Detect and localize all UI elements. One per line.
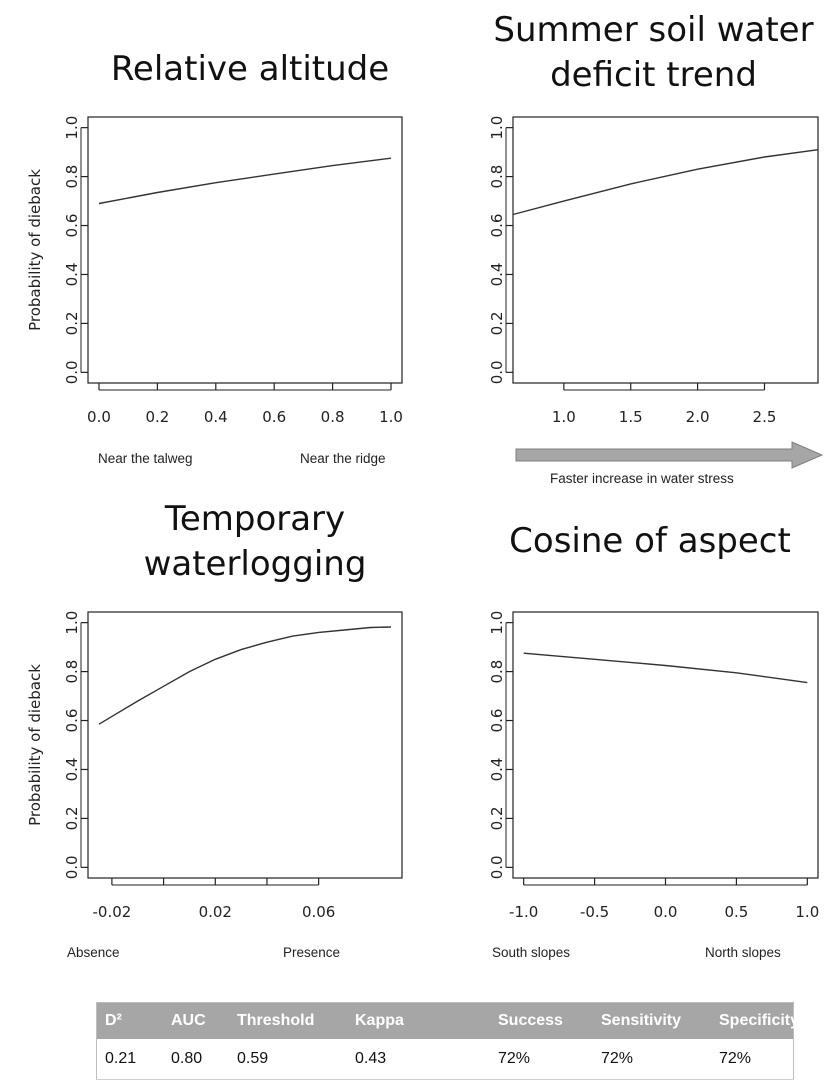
p2-xtick-label: 2.0 — [686, 408, 710, 426]
p1-plot-frame — [87, 116, 403, 384]
p4-ytick-label: 0.8 — [488, 660, 506, 684]
p1-series-line — [98, 157, 392, 205]
p3-caption-right: Presence — [283, 945, 341, 960]
p3-ytick-label: 0.0 — [63, 855, 81, 879]
p3-xtick-label: 0.02 — [199, 903, 232, 921]
p3-plot-frame — [87, 611, 403, 879]
stats-header-auc: AUC — [163, 1002, 229, 1039]
stats-value-success: 72% — [490, 1039, 593, 1080]
p1-xtick-label: 0.0 — [87, 408, 111, 426]
p4-series-line — [523, 652, 808, 684]
p4-ytick-label: 0.2 — [488, 806, 506, 830]
p1-xtick-label: 0.6 — [262, 408, 286, 426]
panel3-title: Temporary waterlogging — [75, 497, 435, 587]
p1-ytick-label: 0.4 — [63, 263, 81, 287]
p1-ytick-label: 0.2 — [63, 311, 81, 335]
p2-xtick-label: 2.5 — [753, 408, 777, 426]
p4-xtick-label: 0.0 — [654, 903, 678, 921]
p4-ytick-label: 0.4 — [488, 758, 506, 782]
p4-xtick-label: -0.5 — [580, 903, 609, 921]
stats-header-kappa: Kappa — [347, 1002, 490, 1039]
stats-value-auc: 0.80 — [163, 1039, 229, 1080]
p1-xtick-label: 0.8 — [321, 408, 345, 426]
p1-caption-right: Near the ridge — [300, 451, 386, 466]
p2-ytick-label: 0.2 — [488, 311, 506, 335]
p3-ytick-label: 1.0 — [63, 611, 81, 635]
p4-ytick-label: 0.6 — [488, 709, 506, 733]
p2-series-line — [512, 149, 819, 216]
p3-ylabel: Probability of dieback — [26, 664, 44, 826]
p1-xtick-label: 1.0 — [379, 408, 403, 426]
p2-ytick-label: 0.6 — [488, 214, 506, 238]
p2-ytick-label: 1.0 — [488, 116, 506, 140]
p2-caption: Faster increase in water stress — [550, 471, 734, 486]
stats-header-d2: D² — [96, 1002, 163, 1039]
p4-ytick-label: 0.0 — [488, 855, 506, 879]
p4-ytick-label: 1.0 — [488, 611, 506, 635]
p2-ytick-label: 0.4 — [488, 263, 506, 287]
model-stats-table: D² AUC Threshold Kappa Success Sensitivi… — [96, 1002, 799, 1080]
panel1-title: Relative altitude — [110, 49, 390, 89]
panel2-title-line2: deficit trend — [550, 55, 757, 95]
charts-canvas: 0.0 0.2 0.4 0.6 0.8 1.0 0.0 0.2 0.4 0.6 0.8 1.0 Prob… — [26, 116, 819, 921]
p4-xtick-label: -1.0 — [509, 903, 538, 921]
stats-header-threshold: Threshold — [229, 1002, 347, 1039]
p4-plot-frame — [512, 611, 819, 879]
p1-ytick-label: 0.6 — [63, 214, 81, 238]
p4-xtick-label: 1.0 — [795, 903, 819, 921]
p4-caption-right: North slopes — [705, 945, 781, 960]
stats-value-sensitivity: 72% — [593, 1039, 711, 1080]
p2-ytick-label: 0.8 — [488, 165, 506, 189]
panel2-title: Summer soil water deficit trend — [470, 8, 837, 98]
stats-value-d2: 0.21 — [96, 1039, 163, 1080]
panel3-title-line2: waterlogging — [143, 544, 367, 584]
stats-value-specificity: 72% — [711, 1039, 794, 1080]
p4-xtick-label: 0.5 — [724, 903, 748, 921]
p3-series-line — [98, 626, 392, 725]
p1-ylabel: Probability of dieback — [26, 169, 44, 331]
p1-ytick-label: 0.0 — [63, 360, 81, 384]
p1-xtick-label: 0.2 — [145, 408, 169, 426]
stats-header-sensitivity: Sensitivity — [593, 1002, 711, 1039]
stats-header-row: D² AUC Threshold Kappa Success Sensitivi… — [96, 1002, 799, 1039]
stats-header-success: Success — [490, 1002, 593, 1039]
p1-caption-left: Near the talweg — [98, 451, 193, 466]
stats-header-specificity: Specificity — [711, 1002, 799, 1039]
p3-xtick-label: 0.06 — [302, 903, 335, 921]
panel2-title-line1: Summer soil water — [493, 10, 814, 50]
p2-ytick-label: 0.0 — [488, 360, 506, 384]
p3-caption-left: Absence — [67, 945, 120, 960]
p2-xtick-label: 1.5 — [619, 408, 643, 426]
p1-ytick-label: 1.0 — [63, 116, 81, 140]
water-stress-arrow — [515, 441, 824, 469]
p3-ytick-label: 0.6 — [63, 709, 81, 733]
stats-value-row: 0.21 0.80 0.59 0.43 72% 72% 72% — [96, 1039, 794, 1080]
p4-caption-left: South slopes — [492, 945, 571, 960]
stats-value-kappa: 0.43 — [347, 1039, 490, 1080]
stats-value-threshold: 0.59 — [229, 1039, 347, 1080]
p3-ytick-label: 0.2 — [63, 806, 81, 830]
p2-xtick-label: 1.0 — [552, 408, 576, 426]
p1-xtick-label: 0.4 — [204, 408, 228, 426]
p2-plot-frame — [512, 116, 819, 384]
panel4-title: Cosine of aspect — [509, 521, 791, 561]
p3-xtick-label: -0.02 — [93, 903, 132, 921]
p3-ytick-label: 0.8 — [63, 660, 81, 684]
p1-ytick-label: 0.8 — [63, 165, 81, 189]
p3-ytick-label: 0.4 — [63, 758, 81, 782]
panel3-title-line1: Temporary — [164, 499, 346, 539]
